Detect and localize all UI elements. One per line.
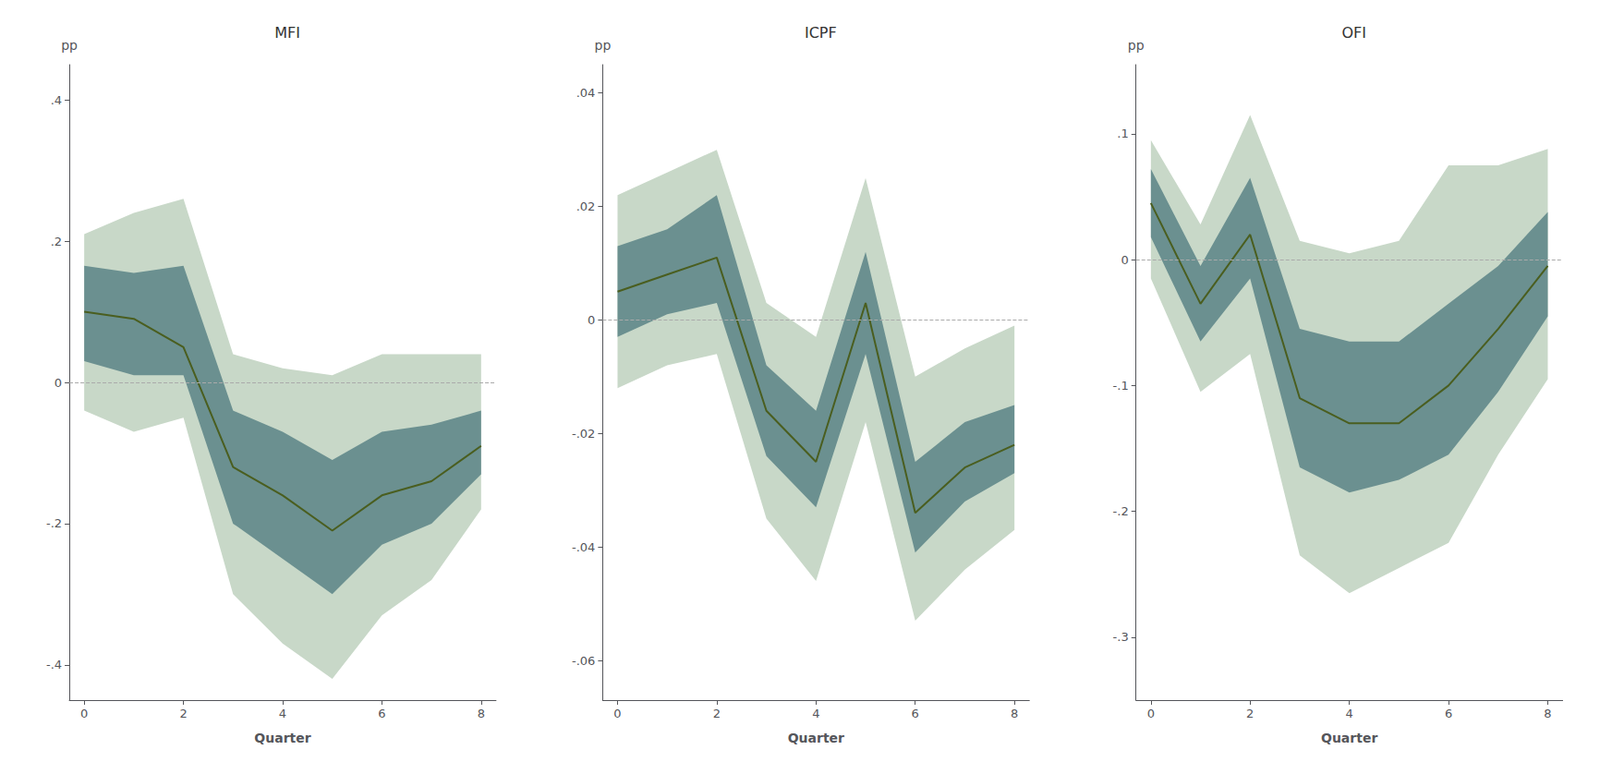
svg-text:6: 6 xyxy=(377,706,386,721)
svg-text:pp: pp xyxy=(1127,37,1145,53)
svg-text:0: 0 xyxy=(1120,253,1128,267)
svg-text:-.06: -.06 xyxy=(571,654,595,668)
svg-text:4: 4 xyxy=(812,706,820,721)
svg-text:6: 6 xyxy=(911,706,920,721)
svg-text:0: 0 xyxy=(613,706,621,721)
svg-text:0: 0 xyxy=(1147,706,1155,721)
svg-text:8: 8 xyxy=(1010,706,1019,721)
svg-text:OFI: OFI xyxy=(1341,24,1367,42)
svg-text:-.2: -.2 xyxy=(46,516,62,531)
svg-text:0: 0 xyxy=(80,706,88,721)
svg-text:4: 4 xyxy=(1345,706,1354,721)
svg-text:pp: pp xyxy=(60,37,78,53)
svg-text:Quarter: Quarter xyxy=(787,730,845,746)
svg-text:6: 6 xyxy=(1444,706,1453,721)
svg-text:ICPF: ICPF xyxy=(804,24,837,42)
svg-text:0: 0 xyxy=(587,313,595,328)
svg-text:-.2: -.2 xyxy=(1113,504,1129,519)
svg-text:MFI: MFI xyxy=(274,24,301,42)
svg-text:-.04: -.04 xyxy=(571,540,595,555)
svg-text:2: 2 xyxy=(713,706,721,721)
svg-text:-.3: -.3 xyxy=(1113,630,1129,644)
svg-text:8: 8 xyxy=(477,706,485,721)
svg-text:Quarter: Quarter xyxy=(254,730,311,746)
svg-text:-.1: -.1 xyxy=(1113,378,1129,393)
svg-text:0: 0 xyxy=(54,375,62,390)
svg-text:4: 4 xyxy=(278,706,287,721)
svg-text:2: 2 xyxy=(1246,706,1254,721)
svg-text:2: 2 xyxy=(179,706,187,721)
svg-text:.04: .04 xyxy=(576,85,596,100)
svg-text:-.4: -.4 xyxy=(46,657,62,672)
svg-text:-.02: -.02 xyxy=(571,426,595,441)
svg-text:.4: .4 xyxy=(50,93,62,108)
svg-text:pp: pp xyxy=(593,37,611,53)
svg-text:Quarter: Quarter xyxy=(1321,730,1378,746)
svg-text:.2: .2 xyxy=(50,234,62,249)
svg-text:8: 8 xyxy=(1543,706,1552,721)
svg-text:.02: .02 xyxy=(576,199,596,214)
svg-text:.1: .1 xyxy=(1116,126,1128,141)
